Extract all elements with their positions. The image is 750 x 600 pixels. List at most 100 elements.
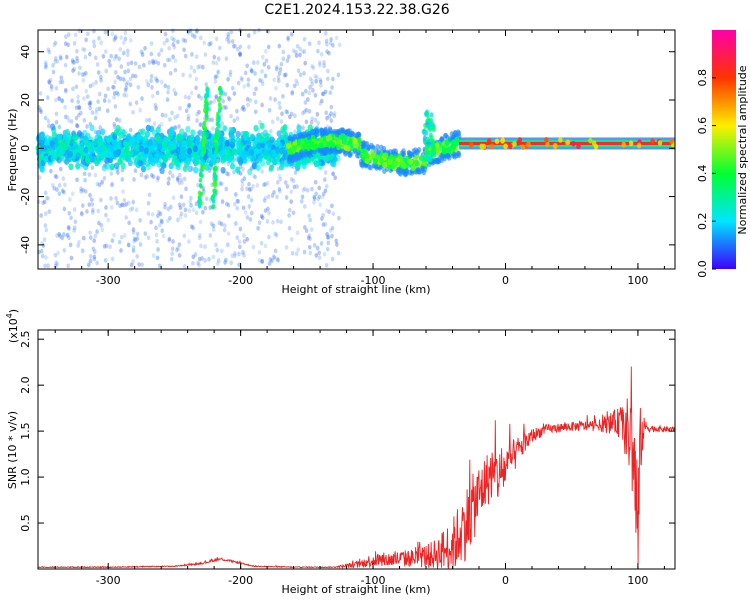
spectrogram-cell xyxy=(110,256,115,262)
spectrogram-cell xyxy=(295,81,300,87)
spectrogram-cell xyxy=(183,53,188,59)
spectrogram-cell xyxy=(72,66,76,72)
spectrogram-cell xyxy=(131,244,136,250)
spectrogram-cell xyxy=(195,112,199,117)
spectrogram-cell xyxy=(270,193,275,198)
spectrogram-cell xyxy=(116,92,120,97)
spectrogram-cell xyxy=(106,142,112,150)
colorbar-tick-label: 0.0 xyxy=(696,260,709,278)
spectrogram-cell xyxy=(245,186,249,192)
spectrogram-cell xyxy=(100,227,104,233)
spectrogram-cell xyxy=(238,142,244,149)
spectrogram-cell xyxy=(140,96,144,101)
spectrogram-cell xyxy=(262,61,267,67)
spectrogram-cell xyxy=(81,72,85,77)
spectrogram-cell xyxy=(213,173,218,179)
spectrogram-cell xyxy=(243,70,248,76)
spectrogram-cell xyxy=(66,232,70,238)
spectrogram-cell xyxy=(494,138,500,145)
spectrogram-cell xyxy=(254,147,260,155)
spectrogram-cell xyxy=(441,147,447,155)
spectrogram-cell xyxy=(42,199,47,205)
spectrogram-cell xyxy=(63,114,68,120)
x-tick-label: -100 xyxy=(361,274,386,287)
spectrogram-cell xyxy=(267,210,271,216)
spectrogram-cell xyxy=(225,171,229,176)
spectrogram-cell xyxy=(317,60,322,66)
spectrogram-cell xyxy=(187,208,192,213)
spectrogram-cell xyxy=(274,85,278,91)
spectrogram-cell xyxy=(226,76,230,82)
spectrogram-cell xyxy=(133,237,138,243)
spectrogram-cell xyxy=(333,175,338,181)
spectrogram-cell xyxy=(155,78,159,83)
spectrogram-cell xyxy=(252,173,256,179)
spectrogram-cell xyxy=(231,85,235,91)
spectrogram-cell xyxy=(285,58,290,63)
spectrogram-cell xyxy=(167,57,172,63)
spectrogram-cell xyxy=(175,134,181,142)
spectrogram-cell xyxy=(133,73,138,79)
spectrogram-cell xyxy=(188,199,192,205)
spectrogram-cell xyxy=(100,128,106,136)
spectrogram-cell xyxy=(68,242,73,248)
colorbar: 0.0 0.2 0.4 0.6 0.8 Normalized spectral ampl… xyxy=(696,30,749,278)
spectrogram-cell xyxy=(39,166,45,173)
spectrogram-cell xyxy=(199,96,204,101)
spectrogram-cell xyxy=(172,37,176,43)
spectrogram-cell xyxy=(178,152,184,160)
spectrogram-cell xyxy=(241,153,247,160)
spectrogram-cell xyxy=(553,143,558,150)
spectrogram-cell xyxy=(84,189,88,194)
spectrogram-cell xyxy=(182,165,188,173)
spectrogram-cell xyxy=(452,130,458,136)
spectrogram-cell xyxy=(82,47,87,53)
spectrogram-cell xyxy=(242,239,247,244)
spectrogram-cell xyxy=(63,182,67,188)
spectrogram-cell xyxy=(235,108,239,114)
spectrogram-cell xyxy=(53,56,58,61)
spectrogram-cell xyxy=(57,133,63,141)
spectrogram-cell xyxy=(279,219,283,225)
spectrogram-cell xyxy=(78,65,82,71)
spectrogram-cell xyxy=(404,169,410,175)
spectrogram-cell xyxy=(95,62,100,67)
spectrogram-cell xyxy=(166,89,170,95)
spectrogram-cell xyxy=(129,37,133,43)
spectrogram-cell xyxy=(323,170,328,175)
spectrogram-cell xyxy=(427,161,432,168)
spectrogram-cell xyxy=(80,248,85,254)
spectrogram-cell xyxy=(156,247,160,252)
spectrogram-cell xyxy=(322,251,327,257)
spectrogram-cell xyxy=(238,51,242,57)
chart-title: C2E1.2024.153.22.38.G26 xyxy=(264,2,449,18)
spectrogram-cell xyxy=(191,254,196,260)
spectrogram-cell xyxy=(50,154,56,162)
spectrogram-cell xyxy=(76,243,80,249)
spectrogram-cell xyxy=(63,104,67,110)
spectrogram-cell xyxy=(448,135,453,142)
spectrogram-cell xyxy=(59,166,63,172)
spectrogram-cell xyxy=(220,166,226,174)
spectrogram-cell xyxy=(72,225,77,231)
spectrogram-cell xyxy=(277,141,283,149)
spectrogram-cell xyxy=(122,40,126,45)
spectrogram-cell xyxy=(292,184,297,190)
spectrogram-cell xyxy=(327,209,332,215)
spectrogram-cell xyxy=(182,47,186,53)
spectrogram-cell xyxy=(312,242,317,248)
spectrogram-cell xyxy=(221,98,225,104)
spectrogram-cell xyxy=(158,211,163,217)
spectrogram-cell xyxy=(85,209,89,214)
spectrogram-cell xyxy=(249,68,254,74)
spectrogram-cell xyxy=(242,134,248,141)
spectrogram-cell xyxy=(329,104,334,110)
spectrogram-cell xyxy=(310,186,314,192)
spectrogram-cell xyxy=(155,135,161,143)
spectrogram-cell xyxy=(138,145,144,153)
spectrogram-cell xyxy=(445,152,450,159)
spectrogram-cell xyxy=(82,171,87,177)
spectrogram-cell xyxy=(307,124,313,132)
spectrogram-cell xyxy=(431,138,435,144)
spectrogram-cell xyxy=(304,88,308,94)
